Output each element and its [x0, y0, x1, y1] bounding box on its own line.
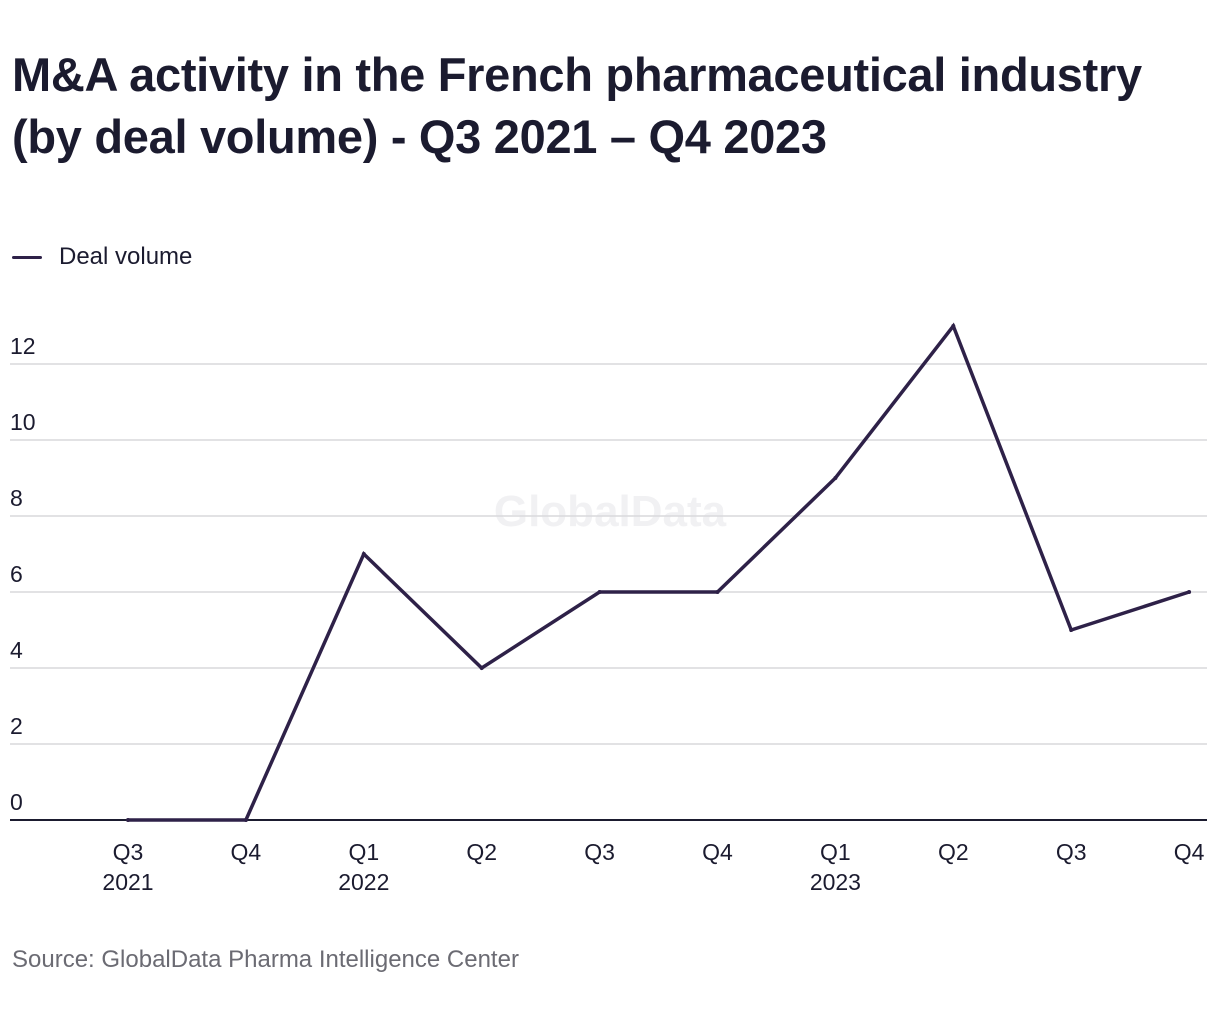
x-tick-label-4: Q3: [584, 839, 615, 865]
x-tick-label-2: Q1: [348, 839, 379, 865]
x-year-label-2: 2022: [338, 869, 389, 895]
x-tick-label-5: Q4: [702, 839, 733, 865]
x-tick-label-9: Q4: [1174, 839, 1205, 865]
legend-swatch-deal-volume: [12, 255, 42, 259]
y-tick-label-2: 2: [10, 713, 23, 739]
chart-title: M&A activity in the French pharmaceutica…: [12, 48, 1142, 163]
x-year-label-0: 2021: [102, 869, 153, 895]
y-tick-label-10: 10: [10, 409, 36, 435]
data-point-0-0: [126, 818, 130, 822]
y-axis-ticks: 0 2 4 6 8 10 12: [10, 333, 36, 815]
data-point-0-1: [243, 818, 248, 822]
x-axis-ticks: Q3 2021 Q4 Q1 2022 Q2 Q3 Q4 Q1 2023 Q2 Q3 Q4: [102, 839, 1204, 895]
x-tick-label-7: Q2: [938, 839, 969, 865]
source-note: Source: GlobalData Pharma Intelligence C…: [12, 946, 519, 973]
data-point-0-5: [715, 590, 720, 594]
data-point-0-4: [597, 590, 602, 594]
data-point-0-3: [479, 666, 484, 670]
y-tick-label-4: 4: [10, 637, 23, 663]
x-tick-label-3: Q2: [466, 839, 497, 865]
series-layer: [126, 322, 1192, 822]
y-tick-label-8: 8: [10, 485, 23, 511]
series-line-0: [128, 322, 1190, 822]
legend: Deal volume: [12, 240, 192, 274]
x-tick-label-8: Q3: [1056, 839, 1087, 865]
data-point-0-7: [951, 324, 956, 328]
y-tick-label-12: 12: [10, 333, 36, 359]
data-point-0-8: [1069, 628, 1074, 632]
x-year-label-6: 2023: [810, 869, 861, 895]
y-tick-label-6: 6: [10, 561, 23, 587]
data-point-0-6: [833, 476, 838, 480]
legend-label-deal-volume: Deal volume: [59, 243, 193, 270]
x-tick-label-0: Q3: [113, 839, 144, 865]
x-tick-label-1: Q4: [231, 839, 262, 865]
data-point-0-2: [361, 552, 366, 556]
data-point-0-9: [1187, 590, 1192, 594]
watermark: GlobalData: [494, 487, 727, 536]
y-tick-label-0: 0: [10, 789, 23, 815]
x-tick-label-6: Q1: [820, 839, 851, 865]
